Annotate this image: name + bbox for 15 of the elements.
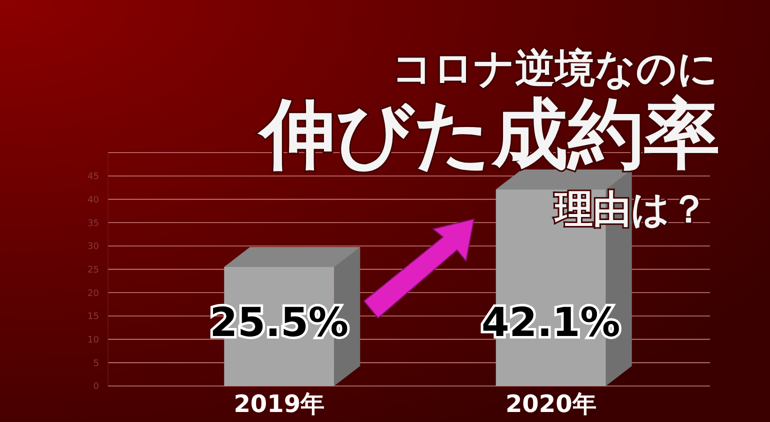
chart-title: 伸びた成約率 (257, 89, 720, 178)
x-tick-label: 2020年 (505, 390, 596, 418)
y-tick-label: 40 (88, 195, 100, 206)
y-tick-label: 20 (88, 288, 100, 299)
y-tick-label: 35 (88, 218, 99, 229)
y-tick-label: 0 (93, 382, 100, 392)
y-tick-label: 15 (88, 312, 99, 322)
y-tick-label: 10 (88, 335, 100, 346)
y-tick-label: 30 (88, 242, 100, 252)
x-tick-label: 2019年 (234, 390, 325, 418)
y-tick-label: 25 (88, 265, 99, 276)
chart-subtitle: コロナ逆境なのに (392, 46, 718, 92)
annotation: 理由は？ (554, 187, 708, 231)
y-tick-label: 45 (88, 172, 99, 182)
y-tick-label: 5 (93, 358, 99, 369)
